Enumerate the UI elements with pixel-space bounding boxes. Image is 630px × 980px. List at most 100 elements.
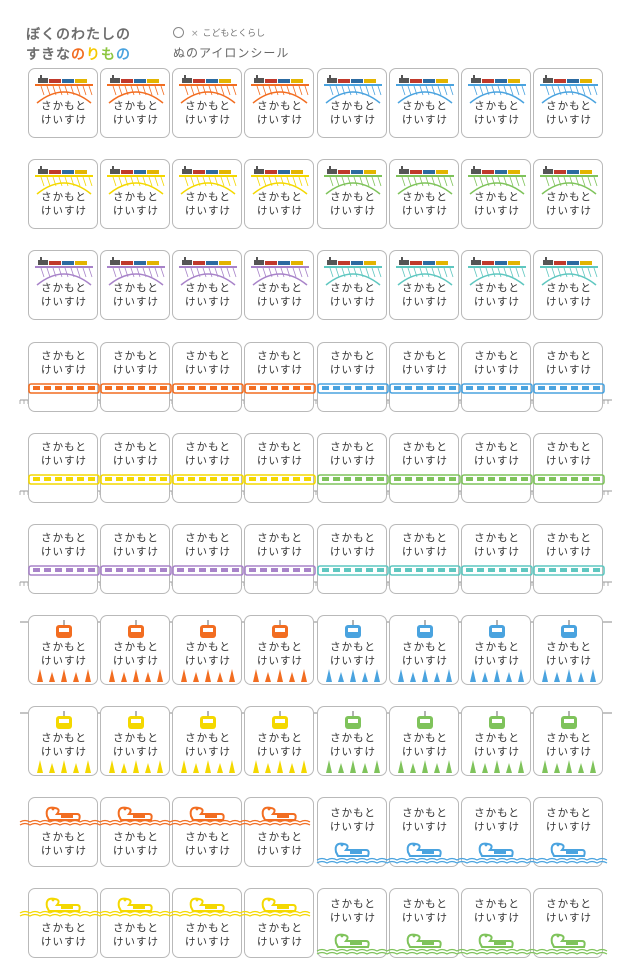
train-window: [449, 386, 456, 390]
name-text: さかもと けいすけ: [29, 531, 99, 559]
train-window: [149, 568, 156, 572]
name-label: さかもと けいすけ: [461, 615, 531, 685]
name-label: さかもと けいすけ: [533, 615, 603, 685]
gondola-window: [420, 628, 430, 632]
gondola-icon: [345, 620, 361, 638]
train-car: [265, 170, 277, 174]
name-label: さかもと けいすけ: [100, 433, 172, 503]
train-car: [147, 261, 159, 265]
name-label: さかもと けいすけ: [244, 706, 314, 776]
name-line-1: さかもと: [185, 732, 231, 744]
train-window: [160, 568, 167, 572]
train-window: [88, 477, 95, 481]
locomotive: [38, 78, 48, 83]
name-line-1: さかもと: [546, 732, 592, 744]
train-window: [416, 568, 423, 572]
swan-body: [334, 842, 370, 857]
swan-eye: [484, 843, 488, 847]
bridge-arch: [252, 91, 308, 104]
name-text: さかもと けいすけ: [390, 349, 460, 377]
name-text: さかもと けいすけ: [318, 281, 388, 309]
train-window: [355, 477, 362, 481]
name-text: さかもと けいすけ: [29, 921, 99, 949]
train-bridge-icon: [540, 257, 598, 286]
train-car: [265, 261, 277, 265]
train-window: [322, 386, 329, 390]
name-label: さかもと けいすけ: [172, 159, 242, 229]
name-text: さかもと けいすけ: [318, 190, 388, 218]
train-window: [33, 386, 40, 390]
name-text: さかもと けいすけ: [462, 897, 532, 925]
name-line-2: けいすけ: [474, 205, 520, 217]
name-line-1: さかもと: [402, 100, 448, 112]
train-car: [134, 261, 146, 265]
name-line-1: さかもと: [546, 100, 592, 112]
train-window: [366, 386, 373, 390]
train-window: [449, 477, 456, 481]
name-text: さかもと けいすけ: [29, 99, 99, 127]
name-line-1: さかもと: [402, 441, 448, 453]
name-label: さかもと けいすけ: [100, 524, 172, 594]
name-line-2: けいすけ: [185, 655, 231, 667]
name-line-2: けいすけ: [330, 912, 376, 924]
train-window: [116, 477, 123, 481]
train-window: [293, 386, 300, 390]
train-car: [291, 79, 303, 83]
name-line-2: けいすけ: [185, 936, 231, 948]
gondola-icon: [272, 620, 288, 638]
name-text: さかもと けいすけ: [29, 190, 99, 218]
name-line-1: さかもと: [546, 350, 592, 362]
train-bridge-icon: [251, 75, 309, 104]
name-line-2: けいすけ: [185, 296, 231, 308]
train-car: [193, 170, 205, 174]
bridge-arch: [541, 182, 597, 195]
name-line-2: けいすけ: [257, 205, 303, 217]
gondola-window: [420, 719, 430, 723]
train-car: [62, 79, 74, 83]
name-label: さかもと けいすけ: [172, 706, 242, 776]
train-window: [55, 386, 62, 390]
name-label: さかもと けいすけ: [317, 706, 387, 776]
name-line-2: けいすけ: [185, 205, 231, 217]
name-line-2: けいすけ: [474, 912, 520, 924]
train-car: [364, 170, 376, 174]
train-car: [49, 170, 61, 174]
commuter-train-icon: [317, 474, 389, 485]
train-window: [521, 477, 528, 481]
train-window: [377, 386, 384, 390]
locomotive: [399, 78, 409, 83]
bridge-deck: [35, 175, 93, 177]
name-line-1: さかもと: [185, 641, 231, 653]
name-label: さかもと けいすけ: [172, 342, 244, 412]
train-window: [593, 568, 600, 572]
name-text: さかもと けいすけ: [534, 531, 604, 559]
name-label: さかもと けいすけ: [28, 342, 100, 412]
swan-seat: [350, 941, 362, 945]
swan-eye: [340, 934, 344, 938]
swan-seat: [422, 850, 434, 854]
name-line-1: さかもと: [113, 441, 159, 453]
train-car: [567, 79, 579, 83]
commuter-train-icon: [100, 474, 172, 485]
name-text: さかもと けいすけ: [534, 731, 604, 759]
train-window: [449, 568, 456, 572]
swan-body: [189, 806, 225, 821]
tree: [506, 763, 512, 773]
train-window: [260, 386, 267, 390]
name-text: さかもと けいすけ: [29, 731, 99, 759]
train-bridge-icon: [179, 75, 237, 104]
name-label: さかもと けいすけ: [389, 433, 461, 503]
train-car: [193, 261, 205, 265]
tree: [362, 763, 368, 773]
train-window: [55, 477, 62, 481]
train-window: [66, 386, 73, 390]
name-line-1: さかもと: [185, 831, 231, 843]
train-car: [121, 170, 133, 174]
swan-eye: [51, 898, 55, 902]
gondola-window: [59, 628, 69, 632]
tree: [37, 669, 43, 682]
name-line-2: けいすけ: [402, 114, 448, 126]
name-text: さかもと けいすけ: [245, 99, 315, 127]
name-text: さかもと けいすけ: [534, 897, 604, 925]
train-car: [364, 261, 376, 265]
